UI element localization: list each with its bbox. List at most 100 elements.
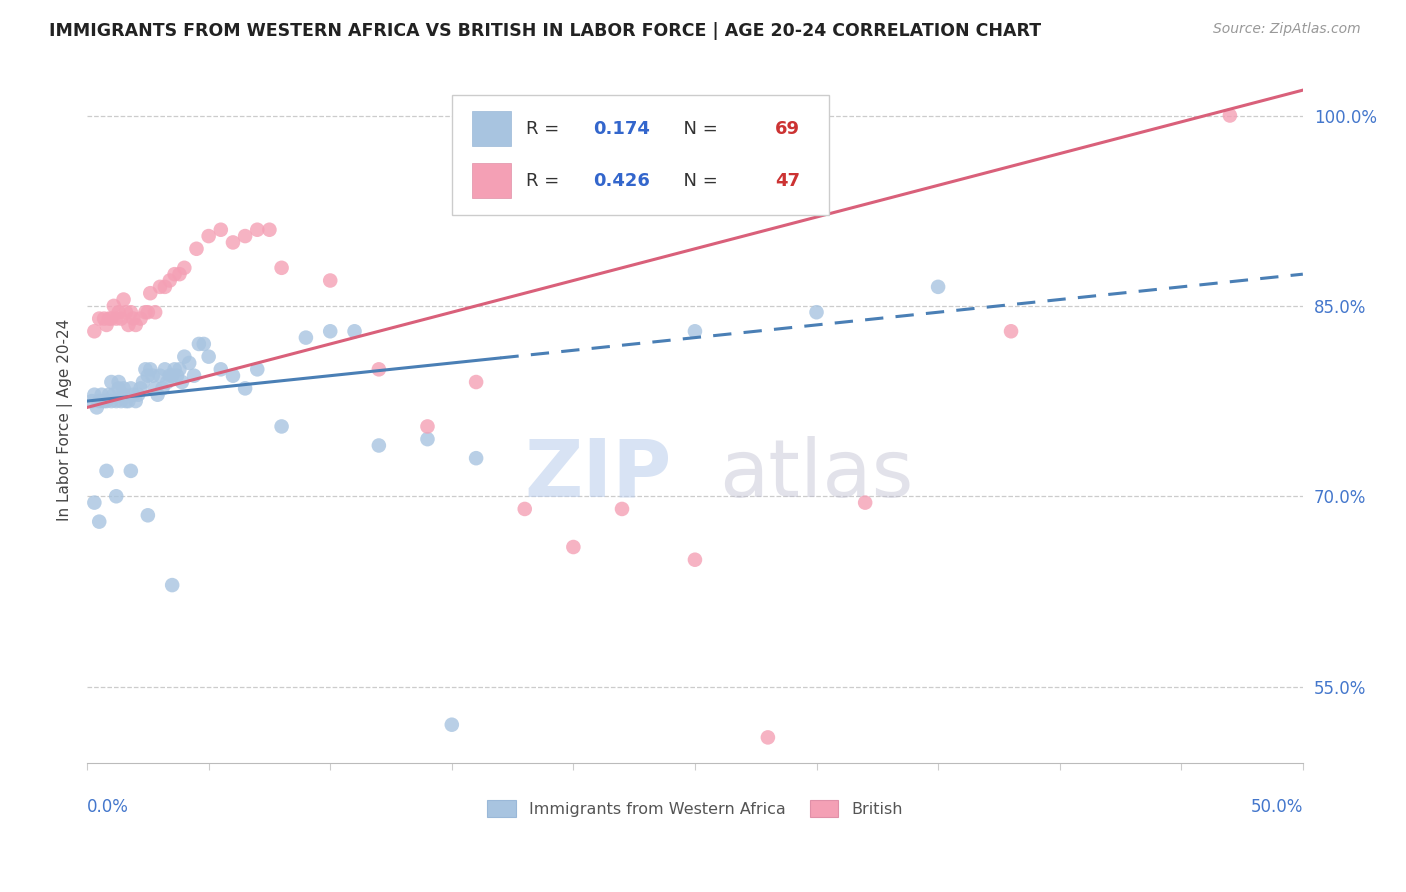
Point xyxy=(120,381,142,395)
Point xyxy=(853,495,876,509)
Point xyxy=(83,324,105,338)
Legend: Immigrants from Western Africa, British: Immigrants from Western Africa, British xyxy=(481,794,908,823)
Point xyxy=(90,388,112,402)
Point xyxy=(197,229,219,244)
Point xyxy=(136,305,159,319)
Point xyxy=(112,293,135,307)
Point xyxy=(806,305,828,319)
Point xyxy=(416,432,439,446)
Text: N =: N = xyxy=(672,120,723,137)
Point xyxy=(186,242,208,256)
Point xyxy=(562,540,585,554)
Text: Source: ZipAtlas.com: Source: ZipAtlas.com xyxy=(1213,22,1361,37)
Point xyxy=(103,388,125,402)
Point xyxy=(125,394,148,409)
Point xyxy=(120,305,142,319)
Point xyxy=(169,362,191,376)
Point xyxy=(89,311,111,326)
Point xyxy=(136,368,159,383)
Point xyxy=(139,362,162,376)
Bar xyxy=(472,163,512,198)
Point xyxy=(153,280,176,294)
Bar xyxy=(472,112,512,145)
Text: N =: N = xyxy=(672,171,723,189)
Point xyxy=(105,394,128,409)
Point xyxy=(160,368,183,383)
Point xyxy=(93,394,115,409)
Point xyxy=(83,495,105,509)
Point xyxy=(89,515,111,529)
Point xyxy=(295,330,318,344)
Text: ZIP: ZIP xyxy=(524,436,671,514)
Text: 0.0%: 0.0% xyxy=(87,798,129,816)
Point xyxy=(153,362,176,376)
Text: 69: 69 xyxy=(775,120,800,137)
Point xyxy=(105,311,128,326)
Point xyxy=(117,394,139,409)
Point xyxy=(117,318,139,332)
Point xyxy=(1000,324,1022,338)
Point xyxy=(97,311,120,326)
Point xyxy=(173,260,195,275)
Point xyxy=(136,508,159,523)
Point xyxy=(209,362,232,376)
Point xyxy=(222,235,245,250)
Point xyxy=(83,388,105,402)
Point xyxy=(122,388,145,402)
Point xyxy=(120,464,142,478)
Point xyxy=(270,419,292,434)
Point xyxy=(197,350,219,364)
Point xyxy=(97,388,120,402)
Point xyxy=(122,311,145,326)
Point xyxy=(115,305,138,319)
Point xyxy=(86,401,108,415)
Point xyxy=(110,394,132,409)
Point xyxy=(107,381,129,395)
Point xyxy=(107,305,129,319)
Point xyxy=(270,260,292,275)
Point xyxy=(129,311,152,326)
Point xyxy=(107,375,129,389)
Point xyxy=(143,381,166,395)
Text: atlas: atlas xyxy=(720,436,914,514)
Point xyxy=(173,350,195,364)
Point xyxy=(610,502,633,516)
Text: 0.174: 0.174 xyxy=(593,120,650,137)
Point xyxy=(125,318,148,332)
Point xyxy=(152,381,174,395)
Point xyxy=(156,375,179,389)
Text: 50.0%: 50.0% xyxy=(1250,798,1303,816)
Point xyxy=(89,394,111,409)
Point xyxy=(100,311,122,326)
Point xyxy=(179,356,201,370)
Point xyxy=(193,337,215,351)
Point xyxy=(134,305,156,319)
Point xyxy=(96,318,118,332)
Point xyxy=(146,388,169,402)
Point xyxy=(233,229,256,244)
Point xyxy=(80,394,103,409)
Point xyxy=(367,438,389,452)
Point xyxy=(110,311,132,326)
Point xyxy=(259,223,281,237)
Point xyxy=(367,362,389,376)
Point xyxy=(115,394,138,409)
Point xyxy=(103,299,125,313)
Point xyxy=(159,368,181,383)
Point xyxy=(683,552,706,566)
Point xyxy=(169,267,191,281)
Point xyxy=(160,578,183,592)
Point xyxy=(163,362,186,376)
Text: 47: 47 xyxy=(775,171,800,189)
Point xyxy=(246,362,269,376)
Point xyxy=(233,381,256,395)
Point xyxy=(927,280,949,294)
Point xyxy=(246,223,269,237)
Point xyxy=(112,388,135,402)
Point xyxy=(127,388,149,402)
Point xyxy=(166,368,188,383)
Point xyxy=(416,419,439,434)
Point xyxy=(100,394,122,409)
Text: 0.426: 0.426 xyxy=(593,171,650,189)
Point xyxy=(142,368,165,383)
